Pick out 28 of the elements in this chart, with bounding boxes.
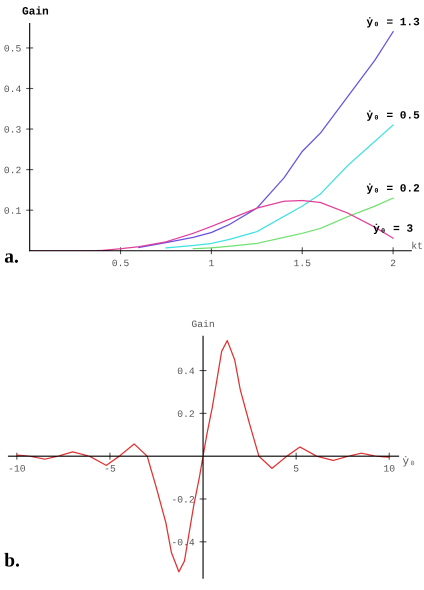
x-tick-label: -5 [106, 465, 116, 472]
x-tick-label: 5 [294, 465, 298, 472]
x-tick-label: 2 [390, 260, 396, 266]
y-tick-label: 0.3 [4, 126, 21, 133]
x-tick-label: 10 [384, 465, 394, 472]
x-tick-label: 1 [209, 260, 214, 266]
y-tick-label: 0.1 [4, 207, 21, 214]
y-tick-label: 0.4 [4, 86, 21, 92]
x-axis-title: ẏ₀ [402, 456, 414, 467]
x-tick-label: 0.5 [112, 260, 129, 266]
line-series [138, 31, 394, 248]
series-label: ẏ₀ = 0.5 [366, 110, 420, 121]
series-label: ẏ₀ = 1.3 [366, 17, 420, 28]
text: a. [4, 253, 18, 263]
x-tick-label: 1.5 [294, 260, 310, 266]
y-tick-label: 0.2 [4, 166, 21, 174]
line-series [165, 124, 394, 249]
y-tick-label: -0.2 [172, 496, 194, 503]
y-tick-label: 0.2 [178, 410, 194, 417]
y-tick-label: 0.5 [4, 44, 21, 52]
line-series [192, 197, 394, 250]
x-axis-title: kt [412, 242, 422, 249]
annotation: b. [4, 552, 20, 567]
series-label: ẏ₀ = 0.2 [366, 184, 420, 194]
y-tick-label: 0.4 [178, 368, 194, 374]
y-axis-title: Gain [22, 6, 48, 15]
x-tick-label: -10 [10, 465, 26, 472]
y-axis-title: Gain [192, 320, 214, 328]
